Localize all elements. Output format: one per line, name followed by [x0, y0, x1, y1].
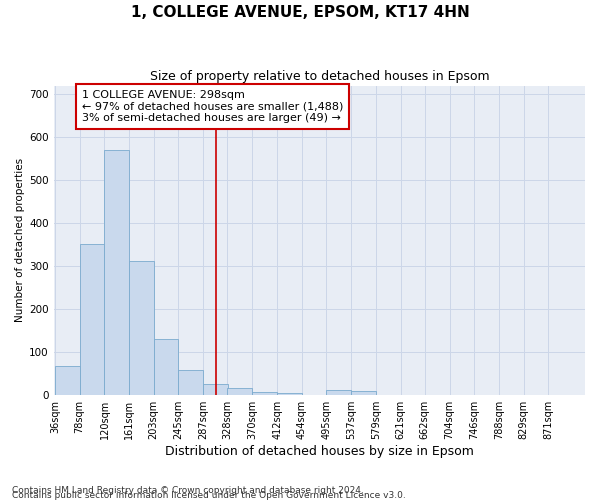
Bar	[227, 388, 252, 394]
Bar	[252, 392, 277, 394]
X-axis label: Distribution of detached houses by size in Epsom: Distribution of detached houses by size …	[165, 444, 474, 458]
Bar	[203, 384, 228, 394]
Text: Contains public sector information licensed under the Open Government Licence v3: Contains public sector information licen…	[12, 490, 406, 500]
Text: Contains HM Land Registry data © Crown copyright and database right 2024.: Contains HM Land Registry data © Crown c…	[12, 486, 364, 495]
Y-axis label: Number of detached properties: Number of detached properties	[15, 158, 25, 322]
Bar	[80, 244, 104, 394]
Text: 1, COLLEGE AVENUE, EPSOM, KT17 4HN: 1, COLLEGE AVENUE, EPSOM, KT17 4HN	[131, 5, 469, 20]
Title: Size of property relative to detached houses in Epsom: Size of property relative to detached ho…	[149, 70, 489, 83]
Bar	[277, 392, 302, 394]
Text: 1 COLLEGE AVENUE: 298sqm
← 97% of detached houses are smaller (1,488)
3% of semi: 1 COLLEGE AVENUE: 298sqm ← 97% of detach…	[82, 90, 343, 123]
Bar	[351, 392, 376, 394]
Bar	[154, 339, 178, 394]
Bar	[104, 150, 130, 394]
Bar	[326, 390, 351, 394]
Bar	[178, 370, 203, 394]
Bar	[129, 260, 154, 394]
Bar	[55, 366, 80, 394]
